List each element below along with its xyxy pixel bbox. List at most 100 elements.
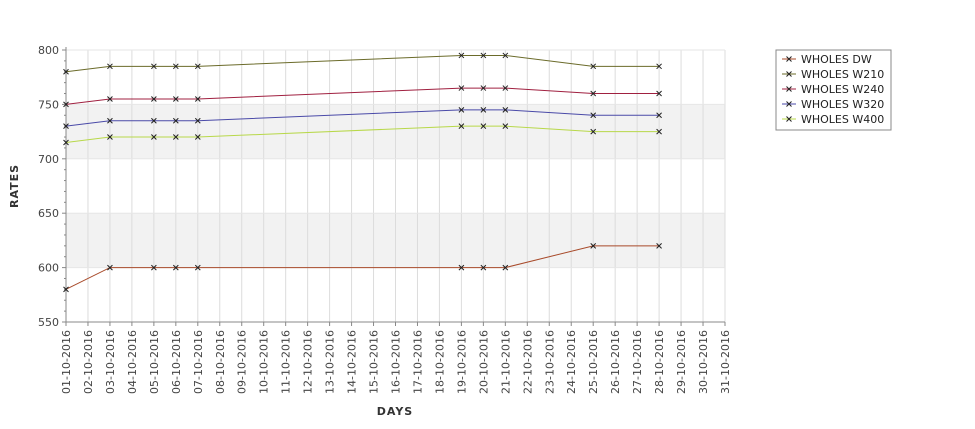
legend-swatch-marker <box>786 116 792 122</box>
x-tick-label: 09-10-2016 <box>236 330 249 394</box>
data-point <box>480 52 487 59</box>
data-point <box>502 123 509 130</box>
data-point <box>458 85 465 91</box>
data-point <box>480 106 487 113</box>
legend-label: WHOLES W400 <box>801 113 884 126</box>
data-point <box>151 264 157 271</box>
legend: WHOLES DW WHOLES W210 WHOLES W240 WHOLES W3… <box>775 49 892 131</box>
series-line <box>65 125 660 143</box>
x-tick-label: 21-10-2016 <box>499 330 512 394</box>
x-tick-label: 30-10-2016 <box>697 330 710 394</box>
x-tick-label: 01-10-2016 <box>60 330 73 394</box>
legend-label: WHOLES W320 <box>801 98 884 111</box>
data-point <box>656 63 662 70</box>
y-axis-ticks: 550 600 650 700 750 800 <box>38 44 66 329</box>
data-point <box>480 123 487 130</box>
legend-item: WHOLES W320 <box>782 98 884 111</box>
legend-item: WHOLES W400 <box>782 113 884 126</box>
data-point <box>458 264 465 271</box>
data-point <box>502 264 509 271</box>
legend-box <box>775 49 892 131</box>
data-point <box>107 63 113 70</box>
legend-label: WHOLES W240 <box>801 83 884 96</box>
x-tick-label: 11-10-2016 <box>280 330 293 394</box>
data-point <box>590 128 597 135</box>
x-tick-label: 12-10-2016 <box>302 330 315 394</box>
x-tick-label: 05-10-2016 <box>148 330 161 394</box>
series-wholes-dw <box>63 242 662 293</box>
x-tick-label: 28-10-2016 <box>653 330 666 394</box>
series-wholes-w210 <box>63 52 662 75</box>
data-point <box>656 90 662 97</box>
data-point <box>194 134 201 140</box>
x-tick-label: 23-10-2016 <box>543 330 556 394</box>
x-tick-label: 17-10-2016 <box>411 330 424 394</box>
data-point <box>194 63 201 70</box>
data-point <box>590 242 597 249</box>
x-tick-label: 03-10-2016 <box>104 330 117 394</box>
series-group <box>63 52 662 293</box>
data-point <box>458 106 465 113</box>
x-tick-label: 22-10-2016 <box>521 330 534 394</box>
legend-item: WHOLES W210 <box>782 68 884 81</box>
data-point <box>590 90 597 97</box>
x-tick-label: 25-10-2016 <box>587 330 600 394</box>
series-line <box>65 54 660 73</box>
data-point <box>458 123 465 130</box>
x-tick-label: 14-10-2016 <box>346 330 359 394</box>
data-point <box>194 96 201 102</box>
data-point <box>502 106 509 113</box>
data-point <box>172 264 179 271</box>
data-point <box>502 85 509 91</box>
x-tick-label: 26-10-2016 <box>609 330 622 394</box>
data-point <box>194 264 201 271</box>
legend-item: WHOLES DW <box>782 53 872 66</box>
x-tick-label: 07-10-2016 <box>192 330 205 394</box>
x-axis-title: DAYS <box>377 405 413 418</box>
data-point <box>151 96 157 102</box>
series-wholes-w240 <box>63 85 662 108</box>
legend-label: WHOLES DW <box>801 53 872 66</box>
series-wholes-w400 <box>63 123 662 146</box>
x-tick-label: 08-10-2016 <box>214 330 227 394</box>
data-point <box>172 134 179 140</box>
legend-label: WHOLES W210 <box>801 68 884 81</box>
series-wholes-w320 <box>63 106 662 130</box>
x-tick-label: 24-10-2016 <box>565 330 578 394</box>
data-point <box>172 63 179 70</box>
y-tick-label: 750 <box>38 98 59 111</box>
data-point <box>107 96 113 102</box>
legend-swatch-marker <box>786 101 792 107</box>
data-point <box>172 96 179 102</box>
legend-swatch-marker <box>786 86 792 92</box>
x-tick-label: 06-10-2016 <box>170 330 183 394</box>
data-point <box>480 264 487 271</box>
data-point <box>656 242 662 249</box>
legend-item: WHOLES W240 <box>782 83 884 96</box>
x-tick-label: 16-10-2016 <box>390 330 403 394</box>
x-tick-label: 20-10-2016 <box>477 330 490 394</box>
data-point <box>107 117 113 124</box>
data-point <box>63 101 69 108</box>
data-point <box>590 63 597 70</box>
data-point <box>151 63 157 70</box>
data-point <box>107 264 113 271</box>
data-point <box>656 128 662 135</box>
y-tick-label: 600 <box>38 262 59 275</box>
y-tick-label: 550 <box>38 316 59 329</box>
data-point <box>458 52 465 59</box>
x-tick-label: 29-10-2016 <box>675 330 688 394</box>
data-point <box>480 85 487 91</box>
x-tick-label: 19-10-2016 <box>455 330 468 394</box>
data-point <box>502 52 509 59</box>
x-tick-label: 02-10-2016 <box>82 330 95 394</box>
data-point <box>194 117 201 124</box>
y-tick-label: 650 <box>38 207 59 220</box>
data-point <box>656 112 662 119</box>
data-point <box>107 134 113 140</box>
y-tick-label: 800 <box>38 44 59 57</box>
series-line <box>65 87 660 105</box>
x-tick-label: 31-10-2016 <box>719 330 732 394</box>
x-tick-label: 18-10-2016 <box>433 330 446 394</box>
series-line <box>65 245 660 290</box>
